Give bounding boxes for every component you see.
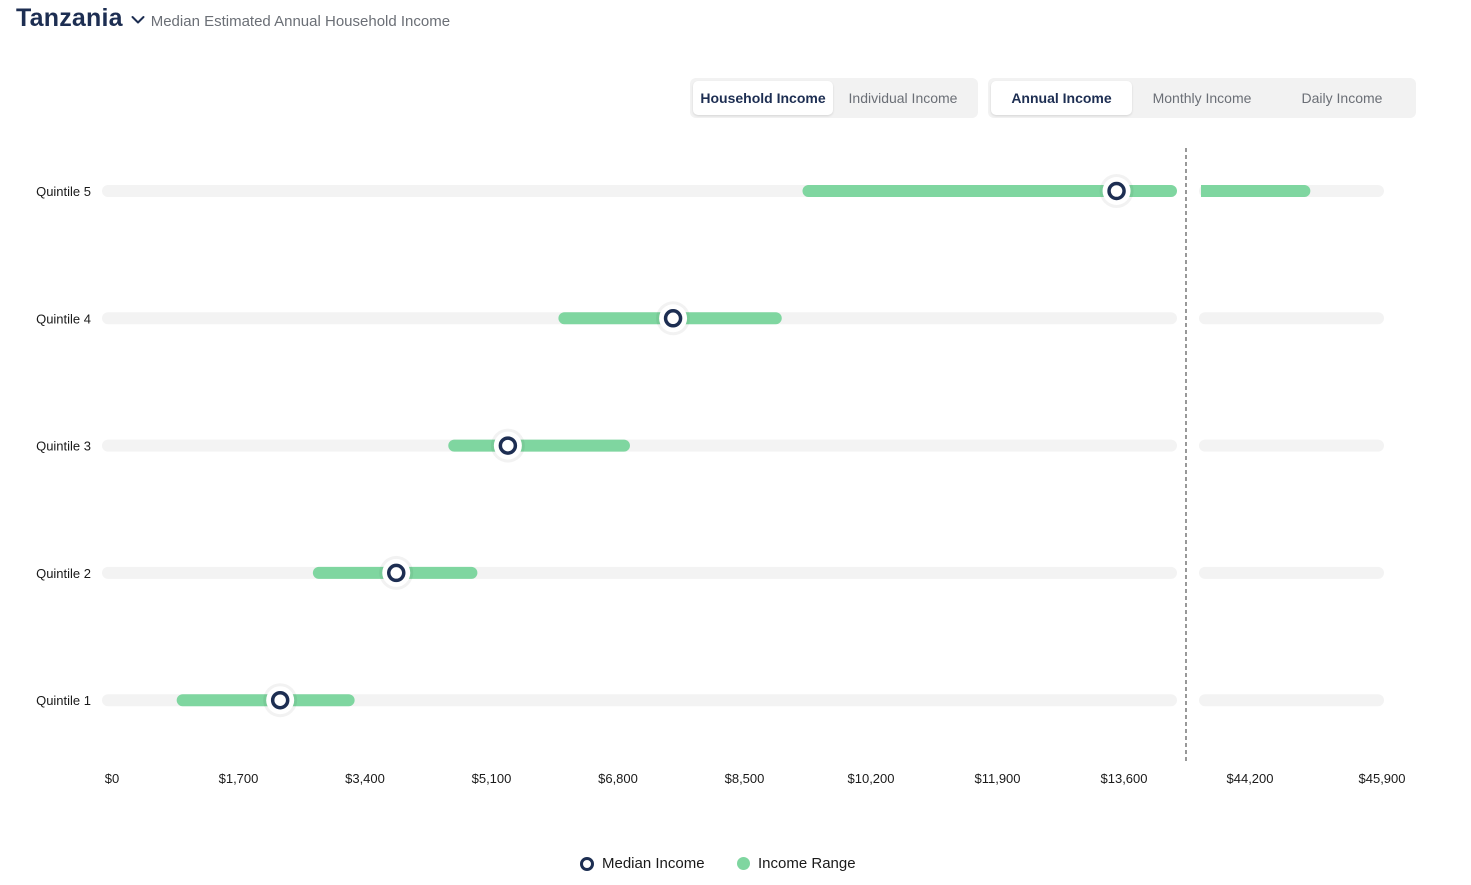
period-toggle: Annual Income Monthly Income Daily Incom…	[988, 78, 1416, 118]
median-marker	[387, 563, 406, 583]
median-ring-icon	[580, 856, 594, 871]
x-tick-label: $6,800	[598, 771, 638, 786]
income-type-toggle: Household Income Individual Income	[690, 78, 978, 118]
row-label: Quintile 1	[36, 693, 91, 708]
income-range-chart: Quintile 5 Quintile 4 Quintile 3 Quintile 2…	[36, 148, 1406, 786]
chevron-down-icon[interactable]	[131, 12, 145, 30]
range-bar-cap	[1201, 185, 1209, 197]
chart-legend: Median Income Income Range	[0, 855, 1471, 881]
x-tick-label: $10,200	[848, 771, 895, 786]
x-tick-label: $44,200	[1227, 771, 1274, 786]
x-tick-label: $3,400	[345, 771, 385, 786]
median-marker	[663, 309, 683, 328]
legend-range: Income Range	[737, 855, 856, 872]
daily-income-tab[interactable]: Daily Income	[1301, 90, 1383, 106]
country-selector[interactable]: Tanzania	[16, 4, 123, 32]
legend-median-label: Median Income	[602, 855, 705, 872]
monthly-income-tab[interactable]: Monthly Income	[1152, 90, 1252, 106]
row-label: Quintile 3	[36, 439, 91, 454]
range-dot-icon	[737, 857, 750, 870]
row-label: Quintile 2	[36, 566, 91, 581]
annual-income-tab[interactable]: Annual Income	[991, 81, 1132, 115]
chart-subtitle: Median Estimated Annual Household Income	[150, 13, 451, 30]
household-income-tab[interactable]: Household Income	[693, 81, 833, 115]
median-marker	[1107, 181, 1126, 201]
range-bar-cap	[1165, 185, 1171, 197]
legend-median: Median Income	[580, 855, 705, 872]
x-tick-label: $45,900	[1359, 771, 1406, 786]
median-marker	[498, 436, 518, 455]
x-tick-label: $8,500	[725, 771, 765, 786]
individual-income-tab[interactable]: Individual Income	[848, 90, 958, 106]
x-tick-label: $13,600	[1101, 771, 1148, 786]
x-tick-label: $0	[105, 771, 119, 786]
row-label: Quintile 5	[36, 184, 91, 199]
x-tick-label: $11,900	[974, 771, 1020, 786]
legend-range-label: Income Range	[758, 855, 856, 872]
x-tick-label: $5,100	[472, 771, 512, 786]
row-label: Quintile 4	[36, 311, 91, 326]
chart-header: Tanzania Median Estimated Annual Househo…	[16, 4, 450, 33]
median-marker	[270, 690, 290, 710]
x-tick-label: $1,700	[219, 771, 259, 786]
